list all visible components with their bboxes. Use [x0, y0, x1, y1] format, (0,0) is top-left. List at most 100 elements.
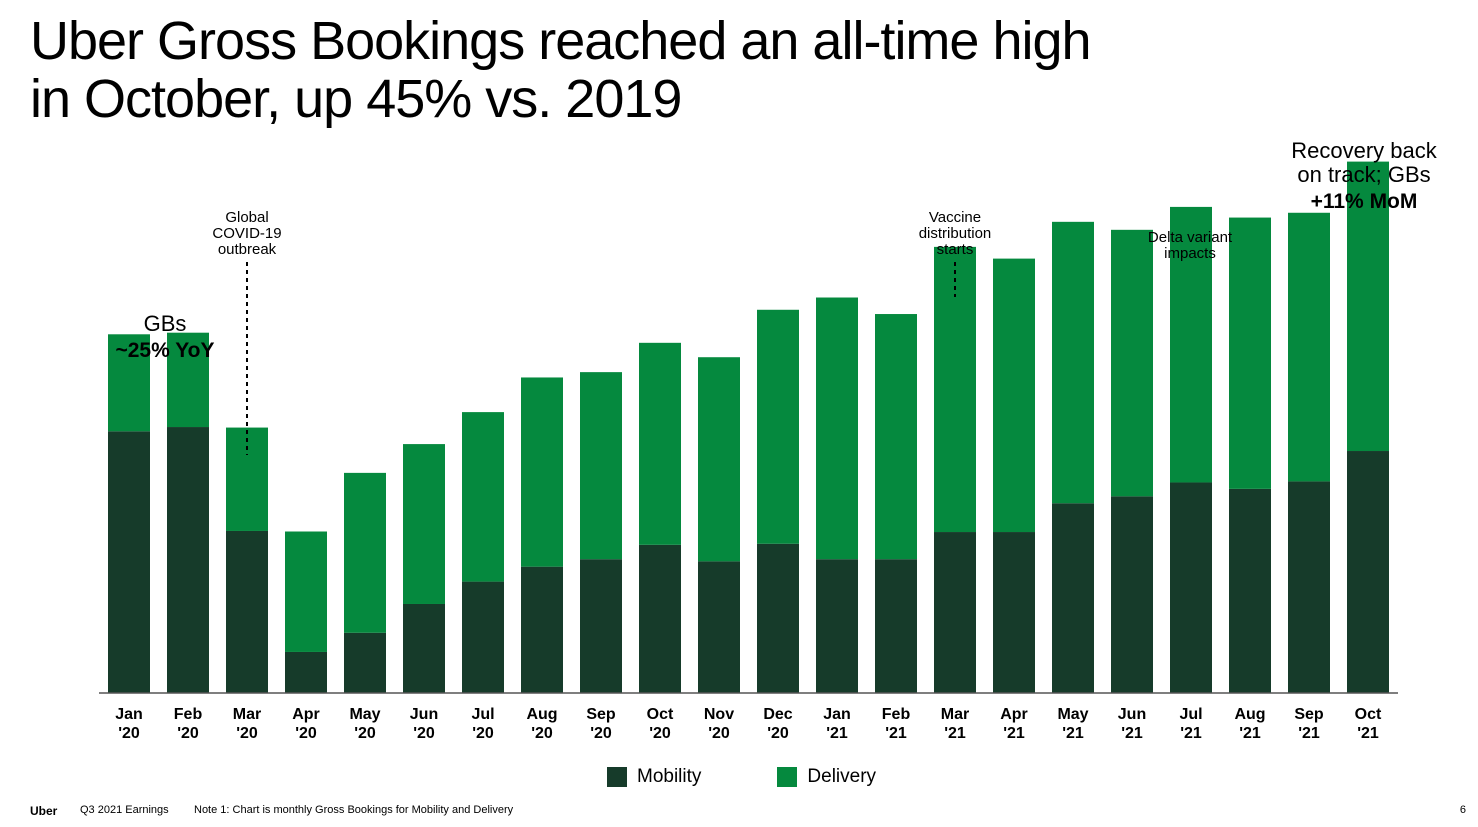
x-tick-label-jan-20-month: Jan [115, 706, 143, 723]
bar-delivery-apr-20 [285, 531, 327, 652]
x-tick-label-jun-21-month: Jun [1118, 706, 1146, 723]
bar-delivery-may-20 [344, 472, 386, 633]
legend-label-mobility: Mobility [637, 766, 702, 787]
bar-mobility-jun-20 [403, 603, 445, 693]
bar-mobility-apr-21 [993, 532, 1035, 693]
x-tick-label-feb-20-month: Feb [174, 706, 203, 723]
annotation-delta-line-2: impacts [1164, 245, 1216, 262]
legend-swatch-delivery [777, 767, 798, 787]
x-tick-label-jun-20-year: '20 [413, 725, 435, 742]
bar-mobility-may-20 [344, 632, 386, 693]
bar-mobility-may-21 [1052, 503, 1094, 693]
annotation-recovery: Recovery back on track; GBs +11% MoM [1291, 138, 1438, 213]
gross-bookings-chart: Jan '20 Feb '20 Mar '20 Apr '20 May '20 Jun '20 Jul '… [99, 138, 1438, 742]
footer-event: Q3 2021 Earnings [80, 804, 169, 816]
x-tick-label-jun-21-year: '21 [1121, 725, 1143, 742]
x-tick-label-aug-20-month: Aug [526, 706, 557, 723]
x-tick-label-sep-21-month: Sep [1294, 706, 1324, 723]
bar-mobility-jul-21 [1170, 482, 1212, 693]
x-tick-label-apr-20-year: '20 [295, 725, 317, 742]
x-tick-label-may-21-year: '21 [1062, 725, 1084, 742]
x-tick-label-jul-20-year: '20 [472, 725, 494, 742]
x-tick-label-apr-20-month: Apr [292, 706, 320, 723]
x-tick-label-jul-21-year: '21 [1180, 725, 1202, 742]
bar-delivery-oct-20 [639, 342, 681, 545]
x-tick-label-jun-20-month: Jun [410, 706, 438, 723]
bar-mobility-oct-20 [639, 544, 681, 693]
legend-label-delivery: Delivery [807, 766, 877, 787]
annotation-vaccine-line-3: starts [937, 241, 974, 258]
bar-mobility-sep-21 [1288, 481, 1330, 693]
x-tick-label-jul-21-month: Jul [1179, 706, 1202, 723]
bar-delivery-oct-21 [1347, 161, 1389, 452]
x-tick-label-oct-21-month: Oct [1355, 706, 1382, 723]
bar-delivery-may-21 [1052, 221, 1094, 504]
bar-delivery-feb-21 [875, 314, 917, 560]
bar-mobility-mar-21 [934, 532, 976, 693]
bar-mobility-sep-20 [580, 559, 622, 693]
bar-mobility-apr-20 [285, 651, 327, 693]
annotation-vaccine-line-1: Vaccine [929, 209, 981, 226]
annotation-covid-line-1: Global [225, 209, 268, 226]
bar-delivery-dec-20 [757, 309, 799, 544]
x-tick-label-dec-20-year: '20 [767, 725, 789, 742]
x-tick-label-nov-20-month: Nov [704, 706, 734, 723]
x-tick-label-may-20-year: '20 [354, 725, 376, 742]
x-tick-label-nov-20-year: '20 [708, 725, 730, 742]
bar-delivery-jun-21 [1111, 229, 1153, 497]
x-tick-label-may-20-month: May [349, 706, 380, 723]
bar-mobility-feb-21 [875, 559, 917, 693]
bar-mobility-jun-21 [1111, 496, 1153, 693]
x-tick-label-mar-20-month: Mar [233, 706, 261, 723]
bar-delivery-jul-20 [462, 412, 504, 582]
x-tick-label-oct-20-year: '20 [649, 725, 671, 742]
footer-note: Note 1: Chart is monthly Gross Bookings … [194, 804, 514, 816]
bar-delivery-apr-21 [993, 258, 1035, 533]
title-line-2: in October, up 45% vs. 2019 [30, 69, 682, 129]
bar-delivery-jul-21 [1170, 206, 1212, 483]
bars-group [108, 161, 1389, 693]
x-tick-label-mar-21-year: '21 [944, 725, 966, 742]
legend-item-mobility: Mobility [607, 766, 701, 788]
bar-delivery-sep-20 [580, 372, 622, 560]
footer-brand: Uber [30, 804, 58, 818]
bar-mobility-aug-21 [1229, 488, 1271, 693]
bar-mobility-dec-20 [757, 543, 799, 693]
x-tick-label-sep-21-year: '21 [1298, 725, 1320, 742]
bar-delivery-feb-20 [167, 332, 209, 428]
bar-delivery-jan-20 [108, 334, 150, 432]
x-tick-label-oct-20-month: Oct [647, 706, 674, 723]
x-tick-label-jan-20-year: '20 [118, 725, 140, 742]
legend-swatch-mobility [607, 767, 627, 787]
x-tick-label-oct-21-year: '21 [1357, 725, 1379, 742]
bar-mobility-nov-20 [698, 561, 740, 693]
x-tick-label-feb-21-year: '21 [885, 725, 907, 742]
bar-mobility-jan-20 [108, 431, 150, 693]
legend-item-delivery: Delivery [777, 766, 876, 788]
footer-page-number: 6 [1459, 804, 1466, 816]
annotation-delta-line-1: Delta variant [1148, 229, 1233, 246]
bar-delivery-aug-21 [1229, 217, 1271, 489]
annotation-gbs-bold: ~25% YoY [115, 339, 214, 362]
bar-delivery-mar-20 [226, 427, 268, 531]
bar-delivery-aug-20 [521, 377, 563, 567]
annotation-vaccine: Vaccine distribution starts [919, 209, 991, 297]
bar-delivery-jan-21 [816, 297, 858, 560]
bar-mobility-mar-20 [226, 530, 268, 693]
bar-delivery-nov-20 [698, 357, 740, 562]
x-tick-label-aug-21-year: '21 [1239, 725, 1261, 742]
x-tick-labels: Jan '20 Feb '20 Mar '20 Apr '20 May '20 Jun '20 Jul '… [115, 706, 1382, 742]
x-tick-label-feb-21-month: Feb [882, 706, 911, 723]
x-tick-label-apr-21-year: '21 [1003, 725, 1025, 742]
x-tick-label-sep-20-year: '20 [590, 725, 612, 742]
annotation-gbs-line-1: GBs [144, 311, 187, 336]
x-tick-label-aug-21-month: Aug [1234, 706, 1265, 723]
bar-mobility-jul-20 [462, 581, 504, 693]
bar-mobility-oct-21 [1347, 451, 1389, 693]
x-tick-label-mar-21-month: Mar [941, 706, 969, 723]
x-tick-label-feb-20-year: '20 [177, 725, 199, 742]
bar-delivery-jun-20 [403, 444, 445, 604]
chart-legend: Mobility Delivery [607, 766, 876, 788]
annotation-recovery-line-1: Recovery back [1291, 138, 1438, 163]
page-title: Uber Gross Bookings reached an all-time … [30, 12, 1092, 129]
